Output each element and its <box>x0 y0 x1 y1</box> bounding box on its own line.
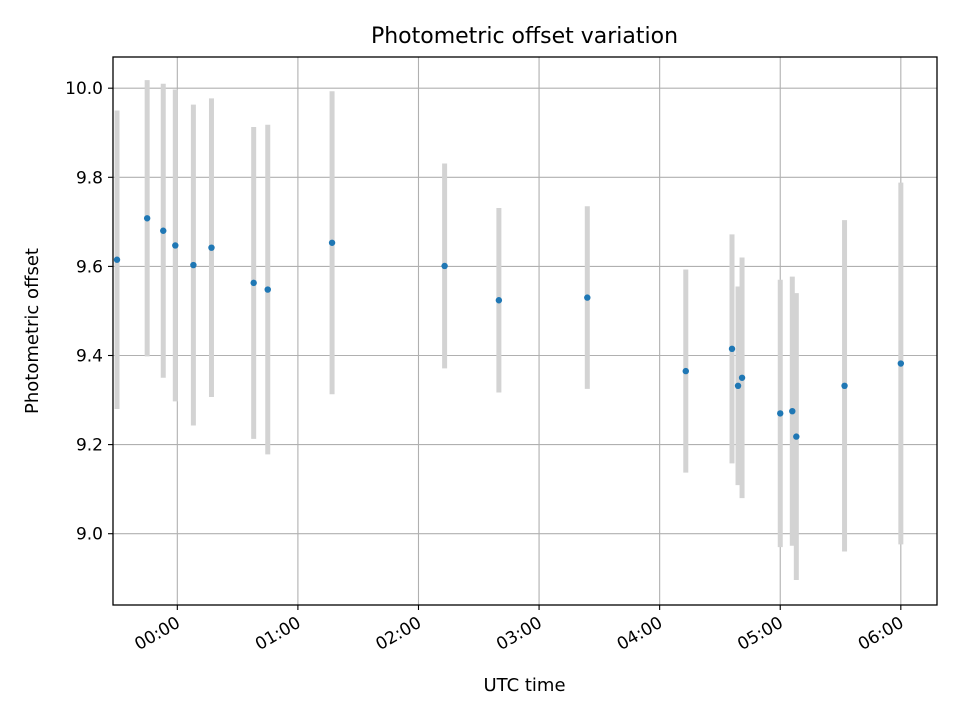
data-point <box>250 279 257 287</box>
x-tick-label: 04:00 <box>614 613 666 655</box>
data-point <box>734 382 742 389</box>
chart-title: Photometric offset variation <box>371 24 678 49</box>
data-point <box>208 244 215 251</box>
y-tick-label: 10.0 <box>65 79 103 99</box>
data-point <box>789 407 796 415</box>
data-point <box>172 242 179 249</box>
data-point <box>495 297 503 304</box>
data-point <box>113 256 121 263</box>
data-point <box>190 261 197 269</box>
data-point <box>160 227 167 234</box>
y-tick-label: 9.6 <box>76 257 103 277</box>
x-tick-label: 05:00 <box>734 613 786 655</box>
data-point <box>841 382 848 389</box>
x-tick-label: 01:00 <box>252 613 304 655</box>
x-tick-label: 00:00 <box>131 613 183 655</box>
x-tick-label: 03:00 <box>493 613 545 655</box>
data-point <box>441 262 448 270</box>
plot-frame <box>112 56 938 606</box>
x-tick-label: 06:00 <box>855 613 907 655</box>
y-tick-label: 9.2 <box>76 436 103 456</box>
data-point <box>738 374 746 381</box>
grid <box>113 57 937 605</box>
data-point <box>793 433 800 440</box>
x-tick-label: 02:00 <box>373 613 425 655</box>
data-point <box>897 360 905 367</box>
y-tick-label: 9.4 <box>76 347 103 367</box>
data-point <box>777 410 784 417</box>
x-axis-label: UTC time <box>483 675 565 696</box>
data-points <box>113 215 905 440</box>
y-axis-label: Photometric offset <box>22 248 43 414</box>
y-tick-label: 9.0 <box>76 525 103 545</box>
data-point <box>143 215 151 222</box>
data-point <box>728 345 736 353</box>
data-point <box>584 294 591 301</box>
error-bars <box>114 80 904 581</box>
data-point <box>264 286 271 293</box>
data-point <box>328 239 336 246</box>
x-axis-ticks: 00:00 01:00 02:00 03:00 04:00 05:00 06:00 <box>131 605 907 655</box>
y-tick-label: 9.8 <box>76 168 103 188</box>
y-axis-ticks: 9.0 9.2 9.4 9.6 9.8 10.0 <box>65 79 113 545</box>
data-point <box>682 367 689 375</box>
